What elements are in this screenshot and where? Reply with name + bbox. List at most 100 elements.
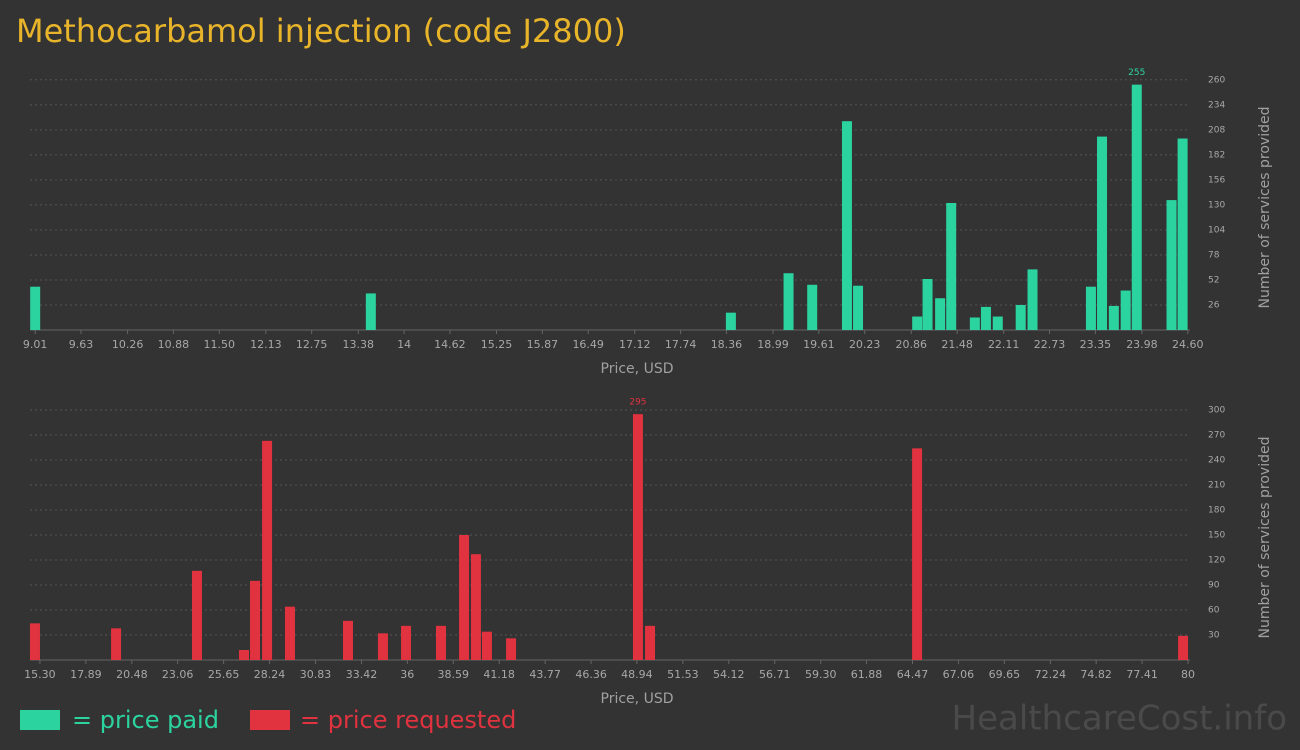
x-tick-label: 22.73 [1034, 338, 1066, 351]
bar [1166, 200, 1177, 330]
y-tick-label: 180 [1208, 506, 1225, 516]
value-label: 295 [629, 398, 646, 408]
x-tick-label: 15.87 [527, 338, 559, 351]
x-tick-label: 61.88 [851, 668, 883, 681]
x-tick-label: 54.12 [713, 668, 745, 681]
x-tick-label: 17.12 [619, 338, 651, 351]
bar [1177, 138, 1188, 330]
bar [30, 286, 41, 330]
x-tick-label: 13.38 [343, 338, 375, 351]
x-tick-label: 80 [1181, 668, 1195, 681]
y-tick-label: 210 [1208, 481, 1225, 491]
y-tick-label: 300 [1208, 406, 1225, 416]
x-tick-label: 38.59 [437, 668, 469, 681]
x-tick-label: 48.94 [621, 668, 653, 681]
bar [853, 285, 864, 330]
x-tick-label: 18.99 [757, 338, 789, 351]
y-tick-label: 240 [1208, 456, 1225, 466]
bar [1178, 635, 1189, 660]
x-tick-label: 11.50 [204, 338, 236, 351]
x-tick-label: 20.48 [116, 668, 148, 681]
bar [645, 625, 656, 660]
bar [29, 623, 40, 660]
bar [807, 284, 818, 330]
chart-title: Methocarbamol injection (code J2800) [16, 12, 626, 50]
x-tick-label: 20.86 [896, 338, 928, 351]
bar [250, 580, 261, 660]
x-tick-label: 15.25 [481, 338, 513, 351]
x-tick-label: 56.71 [759, 668, 791, 681]
x-axis-label: Price, USD [601, 361, 674, 377]
x-tick-label: 23.98 [1126, 338, 1158, 351]
watermark: HealthcareCost.info [952, 699, 1287, 739]
x-tick-label: 21.48 [941, 338, 973, 351]
bar [365, 293, 376, 330]
x-tick-label: 25.65 [208, 668, 240, 681]
y-tick-label: 234 [1208, 100, 1225, 110]
x-tick-label: 23.35 [1080, 338, 1112, 351]
x-tick-label: 51.53 [667, 668, 699, 681]
x-tick-label: 36 [400, 668, 414, 681]
legend-swatch [250, 710, 290, 730]
x-tick-label: 18.36 [711, 338, 743, 351]
x-tick-label: 30.83 [300, 668, 332, 681]
x-tick-label: 33.42 [346, 668, 378, 681]
y-tick-label: 130 [1208, 200, 1225, 210]
x-tick-label: 20.23 [849, 338, 881, 351]
x-tick-label: 72.24 [1035, 668, 1067, 681]
x-tick-label: 59.30 [805, 668, 837, 681]
x-tick-label: 10.88 [158, 338, 190, 351]
x-tick-label: 12.13 [250, 338, 282, 351]
x-tick-label: 19.61 [803, 338, 835, 351]
bar [783, 273, 794, 330]
bar [239, 650, 250, 660]
x-tick-label: 43.77 [529, 668, 561, 681]
bar [632, 414, 643, 660]
bar [1097, 136, 1108, 330]
bar [459, 535, 470, 660]
bar [1108, 305, 1119, 330]
x-tick-label: 15.30 [24, 668, 56, 681]
bar [935, 298, 946, 330]
y-tick-label: 52 [1208, 275, 1219, 285]
bar [401, 625, 412, 660]
x-tick-label: 67.06 [943, 668, 975, 681]
x-tick-label: 24.60 [1172, 338, 1204, 351]
y-tick-label: 120 [1208, 556, 1225, 566]
y-axis-label: Number of services provided [1257, 107, 1273, 309]
bar [912, 448, 923, 660]
bar [725, 312, 736, 330]
bar [969, 317, 980, 330]
x-tick-label: 46.36 [575, 668, 607, 681]
x-tick-label: 74.82 [1080, 668, 1112, 681]
x-tick-label: 22.11 [988, 338, 1020, 351]
y-tick-label: 208 [1208, 125, 1225, 135]
bar [922, 279, 933, 330]
bar [1027, 269, 1038, 330]
bar [262, 440, 273, 660]
legend-swatch [20, 710, 60, 730]
y-tick-label: 182 [1208, 150, 1225, 160]
x-axis-label: Price, USD [601, 691, 674, 707]
bar [1015, 304, 1026, 330]
y-tick-label: 260 [1208, 75, 1225, 85]
x-tick-label: 12.75 [296, 338, 328, 351]
y-tick-label: 104 [1208, 225, 1225, 235]
bar [912, 316, 923, 330]
legend-label: = price paid [72, 706, 219, 734]
bar [435, 625, 446, 660]
y-tick-label: 90 [1208, 581, 1220, 591]
bar [284, 606, 295, 660]
x-tick-label: 69.65 [989, 668, 1021, 681]
bar [1131, 84, 1142, 330]
bar [111, 628, 122, 660]
x-tick-label: 9.01 [23, 338, 48, 351]
y-axis-label: Number of services provided [1257, 437, 1273, 639]
bar [191, 570, 202, 660]
bar [1120, 290, 1131, 330]
x-tick-label: 28.24 [254, 668, 286, 681]
x-tick-label: 64.47 [897, 668, 929, 681]
x-tick-label: 14 [397, 338, 411, 351]
value-label: 255 [1128, 68, 1145, 78]
